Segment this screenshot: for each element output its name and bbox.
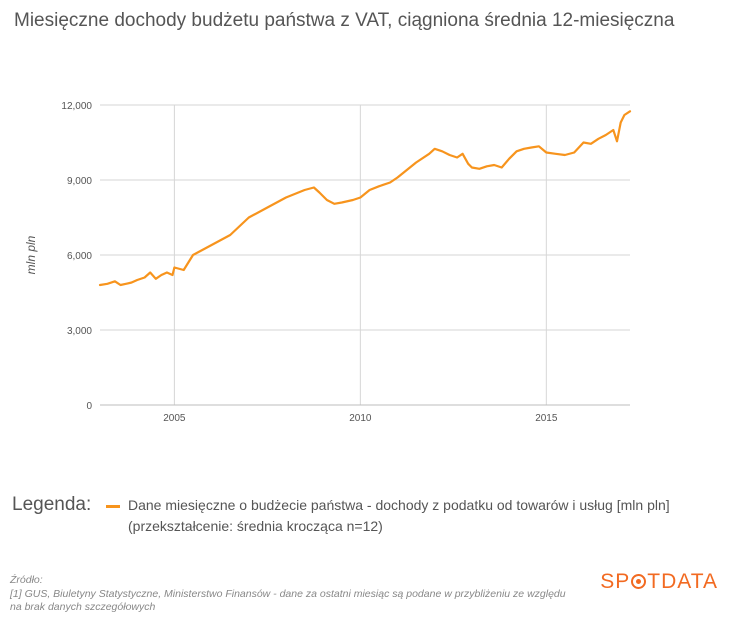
legend-entry: Dane miesięczne o budżecie państwa - doc… <box>128 497 670 534</box>
gridlines <box>100 104 630 406</box>
source-heading: Źródło: <box>10 574 43 586</box>
y-tick-label: 9,000 <box>67 176 92 187</box>
source-note: Źródło: [1] GUS, Biuletyny Statystyczne,… <box>10 574 570 615</box>
brand-logo-part1: SP <box>600 570 631 593</box>
legend-title: Legenda: <box>12 494 92 515</box>
source-text: [1] GUS, Biuletyny Statystyczne, Ministe… <box>10 587 566 614</box>
y-tick-label: 12,000 <box>61 101 92 112</box>
legend-swatch <box>106 505 120 508</box>
x-axis-ticks: 2005 2010 2015 <box>163 413 558 424</box>
chart: 0 3,000 6,000 9,000 12,000 2005 2010 2015 mln … <box>24 101 632 424</box>
x-tick-label: 2010 <box>349 413 372 424</box>
y-axis-label: mln pln <box>24 235 38 274</box>
x-tick-label: 2005 <box>163 413 186 424</box>
x-tick-label: 2015 <box>535 413 558 424</box>
brand-logo-o-icon <box>631 574 647 589</box>
y-axis-ticks: 0 3,000 6,000 9,000 12,000 <box>61 101 92 412</box>
y-tick-label: 0 <box>86 401 92 412</box>
brand-logo: SP TDATA <box>600 570 718 594</box>
y-tick-label: 6,000 <box>67 251 92 262</box>
chart-title: Miesięczne dochody budżetu państwa z VAT… <box>14 10 675 31</box>
brand-logo-part2: TDATA <box>647 570 718 593</box>
y-tick-label: 3,000 <box>67 326 92 337</box>
series-line-vat <box>98 110 632 287</box>
